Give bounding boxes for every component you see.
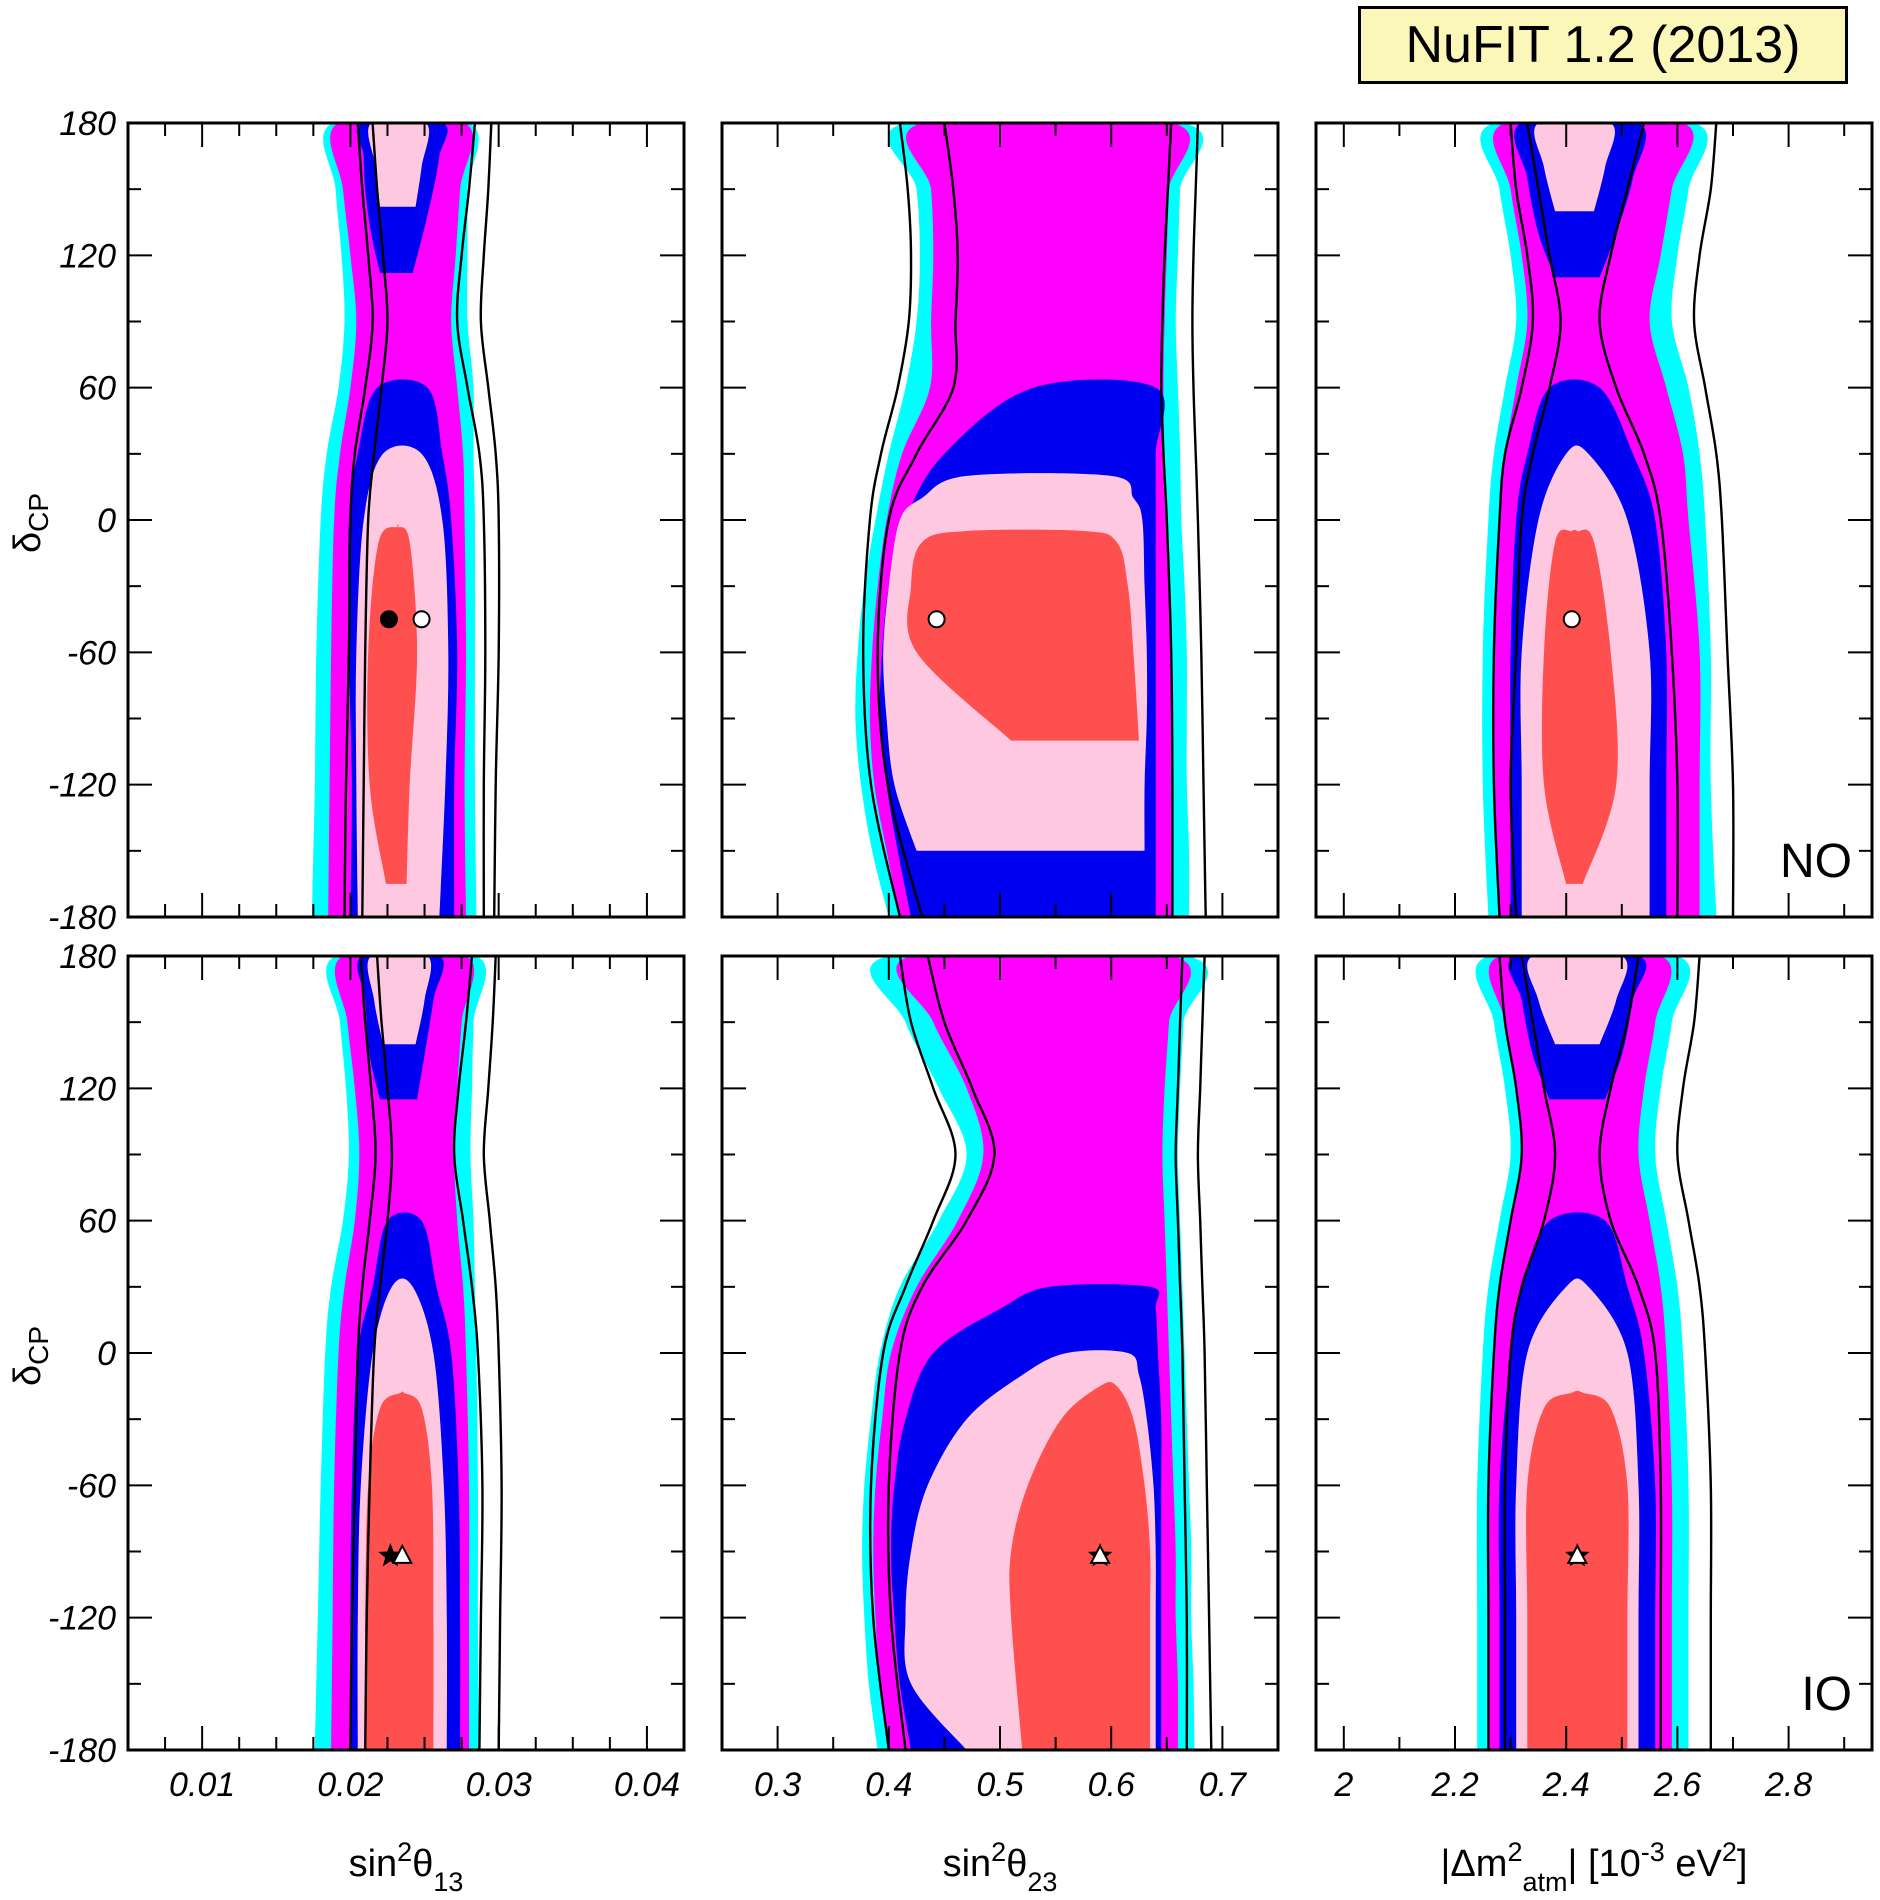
contour-line-2-left: [364, 956, 394, 1750]
x-axis-title-s23: sin2θ23: [943, 1837, 1058, 1897]
panel-no-s13: [126, 121, 686, 919]
y-tick-label: -60: [67, 634, 116, 672]
panel-io-s13: [126, 954, 686, 1752]
ordering-label: NO: [1780, 835, 1852, 888]
contour-line-1-right: [482, 956, 503, 1750]
y-tick-label: 0: [97, 1335, 116, 1373]
panel-io-s23: [720, 954, 1280, 1752]
x-tick-label: 0.7: [1199, 1766, 1247, 1804]
region-1sigma: [367, 524, 418, 884]
regions: [1316, 956, 1872, 1750]
y-tick-label: 120: [59, 237, 116, 275]
best-fit-filled-circle: [379, 610, 398, 629]
x-tick-label: 2.8: [1764, 1766, 1812, 1804]
contour-line-2-left: [1503, 956, 1557, 1750]
x-tick-label: 0.02: [317, 1766, 383, 1804]
contour-line-2-left: [361, 123, 389, 917]
x-tick-label: 0.01: [169, 1766, 235, 1804]
regions: [1316, 123, 1872, 917]
best-fit-open-circle: [927, 610, 946, 629]
y-tick-label: -60: [67, 1467, 116, 1505]
x-tick-label: 0.03: [466, 1766, 532, 1804]
y-axis-title: δCP: [7, 1326, 54, 1386]
region-1sigma: [364, 1390, 434, 1750]
contour-line-1-left: [343, 123, 374, 917]
contour-line-1-left: [349, 956, 377, 1750]
contour-line-2-right: [1174, 956, 1189, 1750]
contour-line-1-left: [1492, 123, 1535, 917]
x-tick-label: 0.6: [1088, 1766, 1135, 1804]
y-tick-label: -120: [48, 767, 116, 805]
contour-line-2-right: [1598, 956, 1663, 1750]
x-tick-label: 0.5: [976, 1766, 1023, 1804]
best-fit-triangle: [391, 1543, 413, 1564]
regions: [722, 123, 1278, 917]
x-tick-label: 0.3: [754, 1766, 801, 1804]
contour-line-2-right: [455, 123, 487, 917]
y-tick-label: 60: [78, 1203, 116, 1241]
best-fit-triangle: [1089, 1543, 1111, 1564]
y-tick-label: 120: [59, 1070, 116, 1108]
contour-line-1-left: [861, 123, 913, 917]
regions: [722, 956, 1278, 1750]
x-tick-label: 0.4: [865, 1766, 912, 1804]
x-axis-title-s13: sin2θ13: [349, 1837, 464, 1897]
best-fit-star: [378, 1542, 403, 1567]
region-90-top: [1534, 123, 1615, 212]
x-tick-label: 2.4: [1542, 1766, 1590, 1804]
best-fit-open-circle: [412, 610, 431, 629]
panel-no-s23: [720, 121, 1280, 919]
y-tick-label: -180: [48, 899, 116, 937]
regions: [128, 956, 684, 1750]
region-1sigma: [1009, 1381, 1151, 1750]
region-1sigma: [1541, 529, 1618, 884]
y-tick-label: -120: [48, 1600, 116, 1638]
region-90-top: [368, 123, 430, 207]
ordering-label: IO: [1801, 1668, 1852, 1721]
contour-line-2-right: [1598, 123, 1679, 917]
regions: [128, 123, 684, 917]
panel-io-dm: [1314, 954, 1874, 1752]
region-90-top: [367, 956, 432, 1045]
contour-line-1-left: [868, 956, 957, 1750]
region-1sigma: [907, 529, 1139, 741]
contour-line-1-left: [1486, 956, 1524, 1750]
y-tick-label: -180: [48, 1732, 116, 1770]
region-1sigma: [1526, 1390, 1629, 1750]
y-tick-label: 60: [78, 370, 116, 408]
x-axis-title-dm: |Δm2atm| [10-3 eV2]: [1441, 1837, 1748, 1897]
contour-line-1-right: [1196, 956, 1213, 1750]
contour-line-1-right: [1692, 123, 1735, 917]
y-tick-label: 0: [97, 502, 116, 540]
contour-line-1-right: [1676, 956, 1713, 1750]
contour-line-2-left: [876, 123, 959, 917]
contour-line-1-right: [479, 123, 501, 917]
version-badge: NuFIT 1.2 (2013): [1358, 6, 1848, 84]
x-tick-label: 0.04: [614, 1766, 680, 1804]
contour-line-2-left: [1509, 123, 1562, 917]
contour-line-2-right: [1159, 123, 1174, 917]
contour-line-1-right: [1191, 123, 1207, 917]
best-fit-open-circle: [1562, 610, 1581, 629]
region-90-top: [1527, 956, 1628, 1045]
y-tick-label: 180: [59, 105, 116, 143]
x-tick-label: 2.6: [1653, 1766, 1701, 1804]
contour-line-2-left: [886, 956, 996, 1750]
x-tick-label: 2: [1333, 1766, 1353, 1804]
best-fit-triangle: [1566, 1543, 1588, 1564]
x-tick-label: 2.2: [1430, 1766, 1478, 1804]
y-tick-label: 180: [59, 938, 116, 976]
contour-line-2-right: [452, 956, 484, 1750]
y-axis-title: δCP: [7, 493, 54, 553]
panel-no-dm: [1314, 121, 1874, 919]
